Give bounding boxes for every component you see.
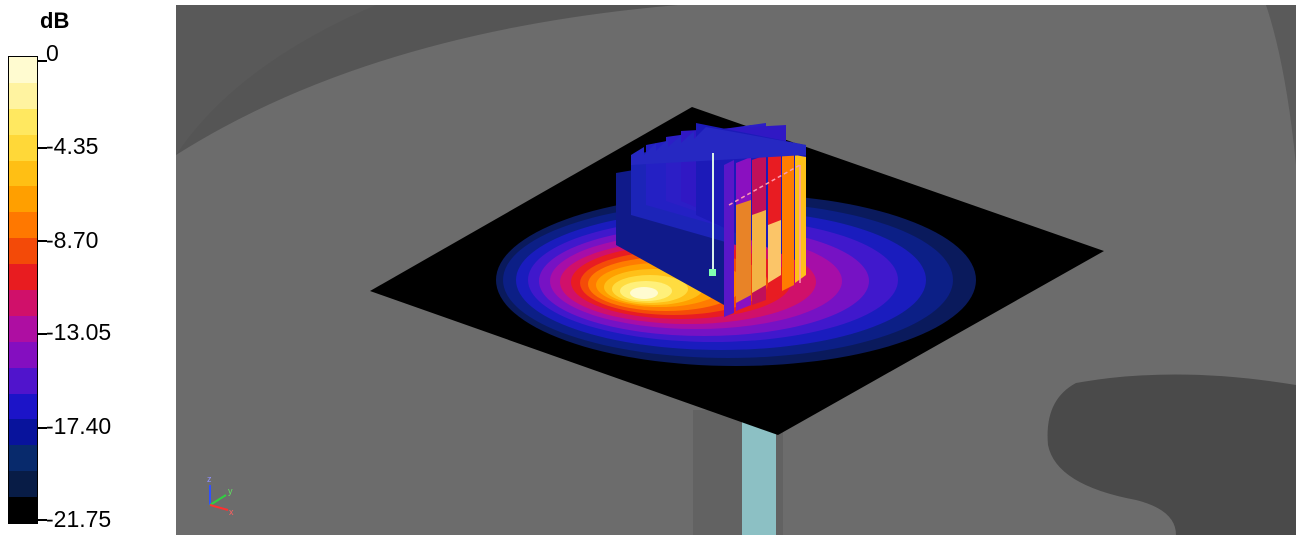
legend-color-segment [9,419,37,446]
legend-label-4: -17.40 [46,413,112,439]
axis-label-x: x [229,507,234,517]
legend-label-2: -8.70 [46,227,99,253]
legend-color-segment [9,264,37,291]
legend-tick-3 [37,333,47,335]
axis-label-z: z [207,474,212,484]
legend-tick-2 [37,240,47,242]
legend-unit-label: dB [40,8,70,33]
legend-color-segment [9,82,37,110]
axis-triad-icon: z y x [207,474,234,517]
legend-color-segment [9,134,37,162]
floor-shadow [1047,374,1296,535]
legend-tick-0 [37,60,47,62]
scene: z y x [176,5,1296,535]
legend-color-segment [9,315,37,343]
feed-point [709,269,716,276]
legend-color-segment [9,238,37,265]
legend-tick-1 [37,147,47,149]
legend-color-segment [9,445,37,472]
legend-color-segment [9,497,37,524]
legend-label-min: -21.75 [46,506,112,532]
legend-color-segment [9,290,37,317]
legend-label-max: 0 [46,40,59,66]
legend-color-bar [8,56,38,524]
3d-viewport[interactable]: z y x [176,5,1296,535]
legend-color-segment [9,108,37,136]
legend-color-segment [9,341,37,369]
legend-color-segment [9,186,37,213]
legend-color-segment [9,57,37,84]
legend-label-1: -4.35 [46,133,99,159]
field-slices [616,123,806,317]
legend-color-segment [9,471,37,498]
legend-color-segment [9,160,37,187]
bowl-right-shadow [1266,5,1296,165]
legend-color-segment [9,367,37,395]
legend-tick-5 [37,519,47,521]
legend-color-segment [9,393,37,420]
color-legend: dB 0 -4.35 -8.70 -13.05 -17.40 -21.75 [0,0,176,535]
legend-color-segment [9,212,37,239]
legend-label-3: -13.05 [46,319,112,345]
bowl-top-shadow [176,5,1036,155]
bowl-left-shadow [176,5,376,155]
feed-post [742,420,776,535]
legend-tick-4 [37,427,47,429]
axis-label-y: y [228,486,233,496]
